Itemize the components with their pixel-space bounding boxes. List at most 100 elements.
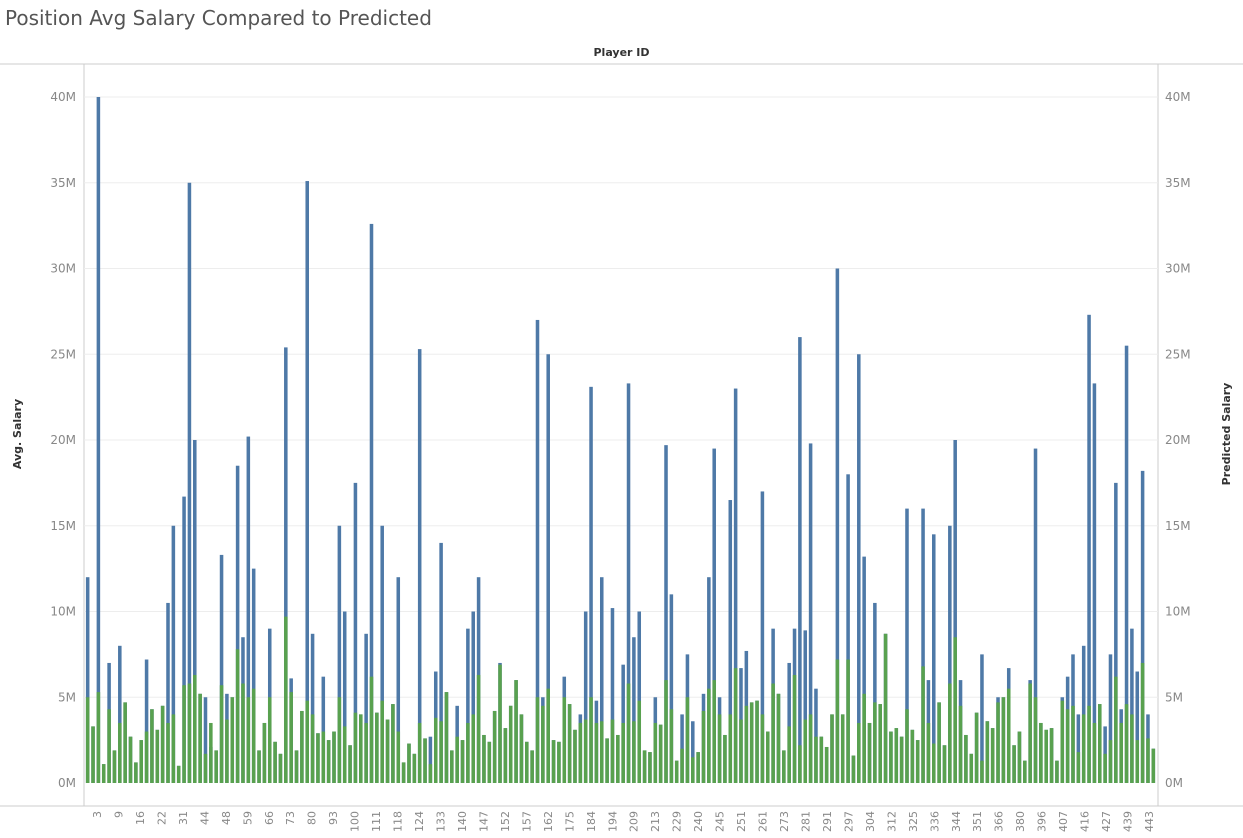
x-tick-label: 251 (735, 811, 748, 832)
bar-predicted-salary (321, 731, 326, 783)
bar-predicted-salary (1076, 752, 1081, 783)
bar-avg-salary (980, 654, 984, 783)
bar-predicted-salary (760, 714, 765, 783)
bar-predicted-salary (273, 741, 277, 783)
x-tick-label: 380 (1014, 811, 1027, 832)
bar-predicted-salary (1023, 760, 1027, 783)
x-tick-label: 152 (499, 811, 512, 832)
bar-predicted-salary (680, 748, 684, 783)
bar-predicted-salary (1001, 697, 1006, 783)
bar-predicted-salary (460, 740, 465, 783)
bar-predicted-salary (214, 750, 218, 783)
x-tick-label: 273 (778, 811, 791, 832)
x-tick-label: 175 (563, 811, 576, 832)
bar-predicted-salary (599, 721, 604, 783)
bar-predicted-salary (739, 719, 743, 783)
bar-predicted-salary (846, 659, 850, 783)
bar-avg-salary (583, 611, 588, 783)
bar-predicted-salary (824, 746, 829, 783)
bar-predicted-salary (717, 714, 722, 783)
x-tick-label: 213 (649, 811, 662, 832)
bar-predicted-salary (910, 729, 915, 783)
bar-predicted-salary (840, 714, 845, 783)
bar-predicted-salary (712, 680, 716, 783)
bar-predicted-salary (1060, 700, 1065, 783)
bar-predicted-salary (980, 760, 984, 783)
bar-predicted-salary (482, 734, 486, 783)
bar-avg-salary (626, 383, 631, 783)
bar-avg-salary (187, 182, 192, 783)
x-tick-label: 416 (1079, 811, 1092, 832)
bar-avg-salary (733, 388, 738, 783)
x-tick-label: 304 (864, 811, 877, 832)
bar-avg-salary (803, 630, 808, 783)
bar-predicted-salary (787, 726, 791, 783)
bar-avg-salary (712, 448, 716, 783)
bar-predicted-salary (289, 692, 293, 783)
bar-predicted-salary (1092, 722, 1097, 783)
bar-predicted-salary (873, 702, 877, 783)
bar-predicted-salary (798, 745, 802, 783)
x-axis-title: Player ID (593, 46, 650, 59)
bar-predicted-salary (835, 659, 840, 783)
bar-avg-salary (787, 662, 791, 783)
bar-predicted-salary (669, 709, 674, 783)
x-tick-label: 344 (950, 811, 963, 832)
bar-predicted-salary (134, 762, 138, 783)
bar-avg-salary (610, 608, 615, 783)
x-tick-label: 118 (392, 811, 405, 832)
bar-predicted-salary (626, 683, 631, 783)
bar-avg-salary (428, 736, 433, 783)
bar-predicted-salary (969, 753, 974, 783)
bar-avg-salary (305, 181, 309, 783)
bar-predicted-salary (1044, 729, 1048, 783)
bar-predicted-salary (433, 717, 438, 783)
bar-predicted-salary (573, 729, 577, 783)
x-tick-label: 407 (1057, 811, 1070, 832)
bar-predicted-salary (658, 724, 663, 783)
bar-predicted-salary (423, 738, 427, 783)
bar-predicted-salary (310, 714, 315, 783)
bar-predicted-salary (144, 731, 149, 783)
bar-predicted-salary (765, 731, 770, 783)
bar-predicted-salary (653, 722, 658, 783)
bar-predicted-salary (755, 700, 759, 783)
x-tick-label: 111 (370, 811, 383, 832)
bar-predicted-salary (1055, 760, 1059, 783)
x-tick-label: 184 (585, 811, 598, 832)
bar-predicted-salary (525, 741, 529, 783)
bar-predicted-salary (257, 750, 261, 783)
y-tick-label-right: 10M (1165, 605, 1191, 619)
bar-avg-salary (353, 482, 358, 783)
x-tick-label: 209 (628, 811, 641, 832)
x-tick-label: 16 (134, 811, 147, 825)
y-tick-label-left: 0M (58, 776, 76, 790)
bar-avg-salary (599, 577, 604, 783)
bar-avg-salary (310, 633, 315, 783)
bar-predicted-salary (450, 750, 454, 783)
bar-avg-salary (1130, 628, 1134, 783)
bar-predicted-salary (814, 736, 818, 783)
bar-predicted-salary (444, 692, 449, 783)
bar-predicted-salary (267, 697, 272, 783)
bar-predicted-salary (610, 719, 615, 783)
bar-avg-salary (118, 645, 122, 783)
x-tick-label: 325 (907, 811, 920, 832)
bar-predicted-salary (246, 697, 251, 783)
bar-predicted-salary (685, 697, 690, 783)
x-tick-label: 31 (177, 811, 190, 825)
bar-avg-salary (953, 440, 957, 783)
bar-predicted-salary (782, 750, 786, 783)
bar-predicted-salary (937, 702, 941, 783)
x-tick-label: 3 (91, 811, 104, 818)
bar-predicted-salary (632, 721, 636, 783)
bar-predicted-salary (417, 722, 422, 783)
bar-predicted-salary (530, 750, 534, 783)
bar-predicted-salary (621, 722, 625, 783)
bar-predicted-salary (851, 755, 856, 783)
x-tick-label: 396 (1036, 811, 1049, 832)
bar-predicted-salary (498, 664, 502, 783)
bar-predicted-salary (733, 668, 738, 783)
bar-predicted-salary (808, 714, 813, 783)
bar-predicted-salary (1146, 738, 1150, 783)
